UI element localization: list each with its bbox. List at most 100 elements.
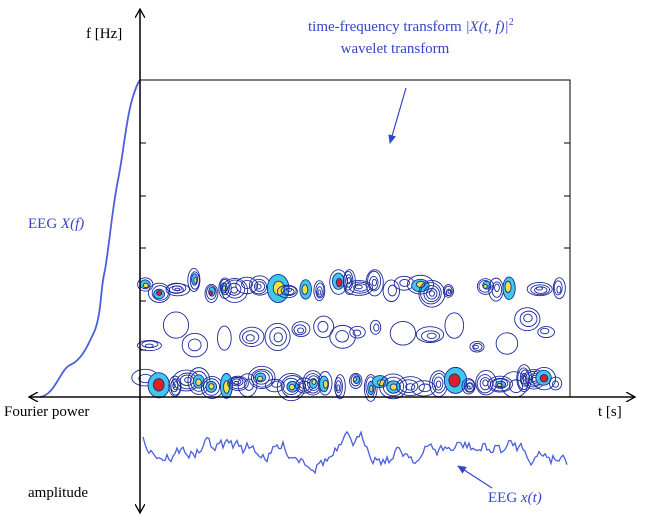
contour [252, 370, 270, 385]
contour [346, 277, 351, 285]
annotation-arrow [388, 87, 407, 144]
contour [174, 287, 181, 292]
contour [253, 281, 266, 292]
contour [405, 383, 416, 391]
contour [426, 332, 437, 339]
contour [329, 324, 356, 349]
contour [203, 378, 221, 396]
contour [418, 383, 432, 393]
contour [423, 285, 440, 303]
contour [389, 320, 417, 346]
contour [221, 277, 249, 303]
contour [335, 277, 343, 288]
contour [264, 378, 285, 393]
spectrum-symbol: X(f) [60, 216, 84, 232]
x-axis-label: t [s] [598, 404, 622, 420]
bottom-label: amplitude [28, 485, 88, 501]
contour [530, 284, 550, 296]
contour [540, 327, 550, 335]
contour [508, 379, 524, 394]
contour [336, 384, 341, 392]
contour [487, 375, 513, 393]
contour [230, 376, 244, 387]
contour [552, 277, 566, 300]
signal-prefix: EEG [488, 490, 517, 506]
contour [255, 283, 262, 290]
contour [248, 365, 276, 389]
left-label: Fourier power [4, 404, 89, 420]
spectrum-annotation: EEG X(f) [28, 216, 84, 232]
contour [444, 312, 465, 339]
contour [466, 382, 473, 390]
contour [313, 315, 335, 338]
contour [271, 380, 282, 388]
contour [523, 313, 533, 323]
contour [556, 285, 562, 294]
contour [219, 278, 230, 296]
transform-formula: |X(t, f)| [465, 19, 508, 35]
contour [208, 290, 213, 296]
contour [537, 326, 555, 339]
contour [488, 277, 504, 302]
contour [162, 311, 190, 339]
contour [156, 290, 163, 296]
contour [227, 282, 242, 296]
contour [369, 319, 382, 335]
y-axis-label: f [Hz] [86, 26, 122, 42]
contour [352, 329, 362, 337]
contour [273, 332, 283, 343]
contour [315, 282, 325, 299]
contour-plot [131, 267, 566, 402]
contour [227, 375, 249, 391]
contour [415, 326, 445, 343]
contour [473, 344, 479, 350]
contour [288, 383, 296, 391]
contour [195, 378, 202, 387]
contour [187, 267, 201, 292]
contour [396, 376, 425, 397]
contour [426, 287, 438, 300]
contour [217, 325, 232, 351]
contour [172, 383, 176, 389]
contour [465, 382, 475, 393]
contour [297, 327, 304, 334]
contour [241, 279, 253, 289]
annotation-arrow [457, 465, 493, 489]
contour [313, 280, 326, 302]
contour [142, 282, 149, 289]
contour [204, 283, 219, 303]
contour [482, 379, 489, 387]
contour [371, 278, 377, 287]
contour [334, 377, 343, 397]
contour [398, 379, 419, 393]
contour [206, 285, 217, 300]
contour [280, 285, 297, 296]
contour [224, 279, 246, 299]
contour [445, 288, 452, 296]
transform-exponent: 2 [509, 17, 514, 28]
contour [344, 280, 374, 296]
contour [442, 284, 454, 298]
contour [382, 376, 405, 397]
transform-text: time-frequency transform [308, 19, 462, 35]
contour [189, 271, 200, 290]
frame-ticks [140, 142, 570, 351]
contour [335, 380, 342, 394]
contour [478, 279, 492, 293]
contour [257, 375, 264, 382]
transform-annotation: time-frequency transform |X(t, f)|2 [308, 17, 514, 35]
contour [516, 364, 532, 393]
contour [245, 334, 255, 342]
contour [168, 375, 182, 397]
contour [208, 383, 215, 390]
contour [399, 279, 410, 287]
spectrum-prefix: EEG [28, 216, 57, 232]
contour [187, 338, 202, 352]
contour [490, 377, 511, 392]
contour [492, 378, 509, 389]
contour [472, 342, 483, 351]
contour [276, 284, 298, 299]
contour [553, 280, 563, 296]
